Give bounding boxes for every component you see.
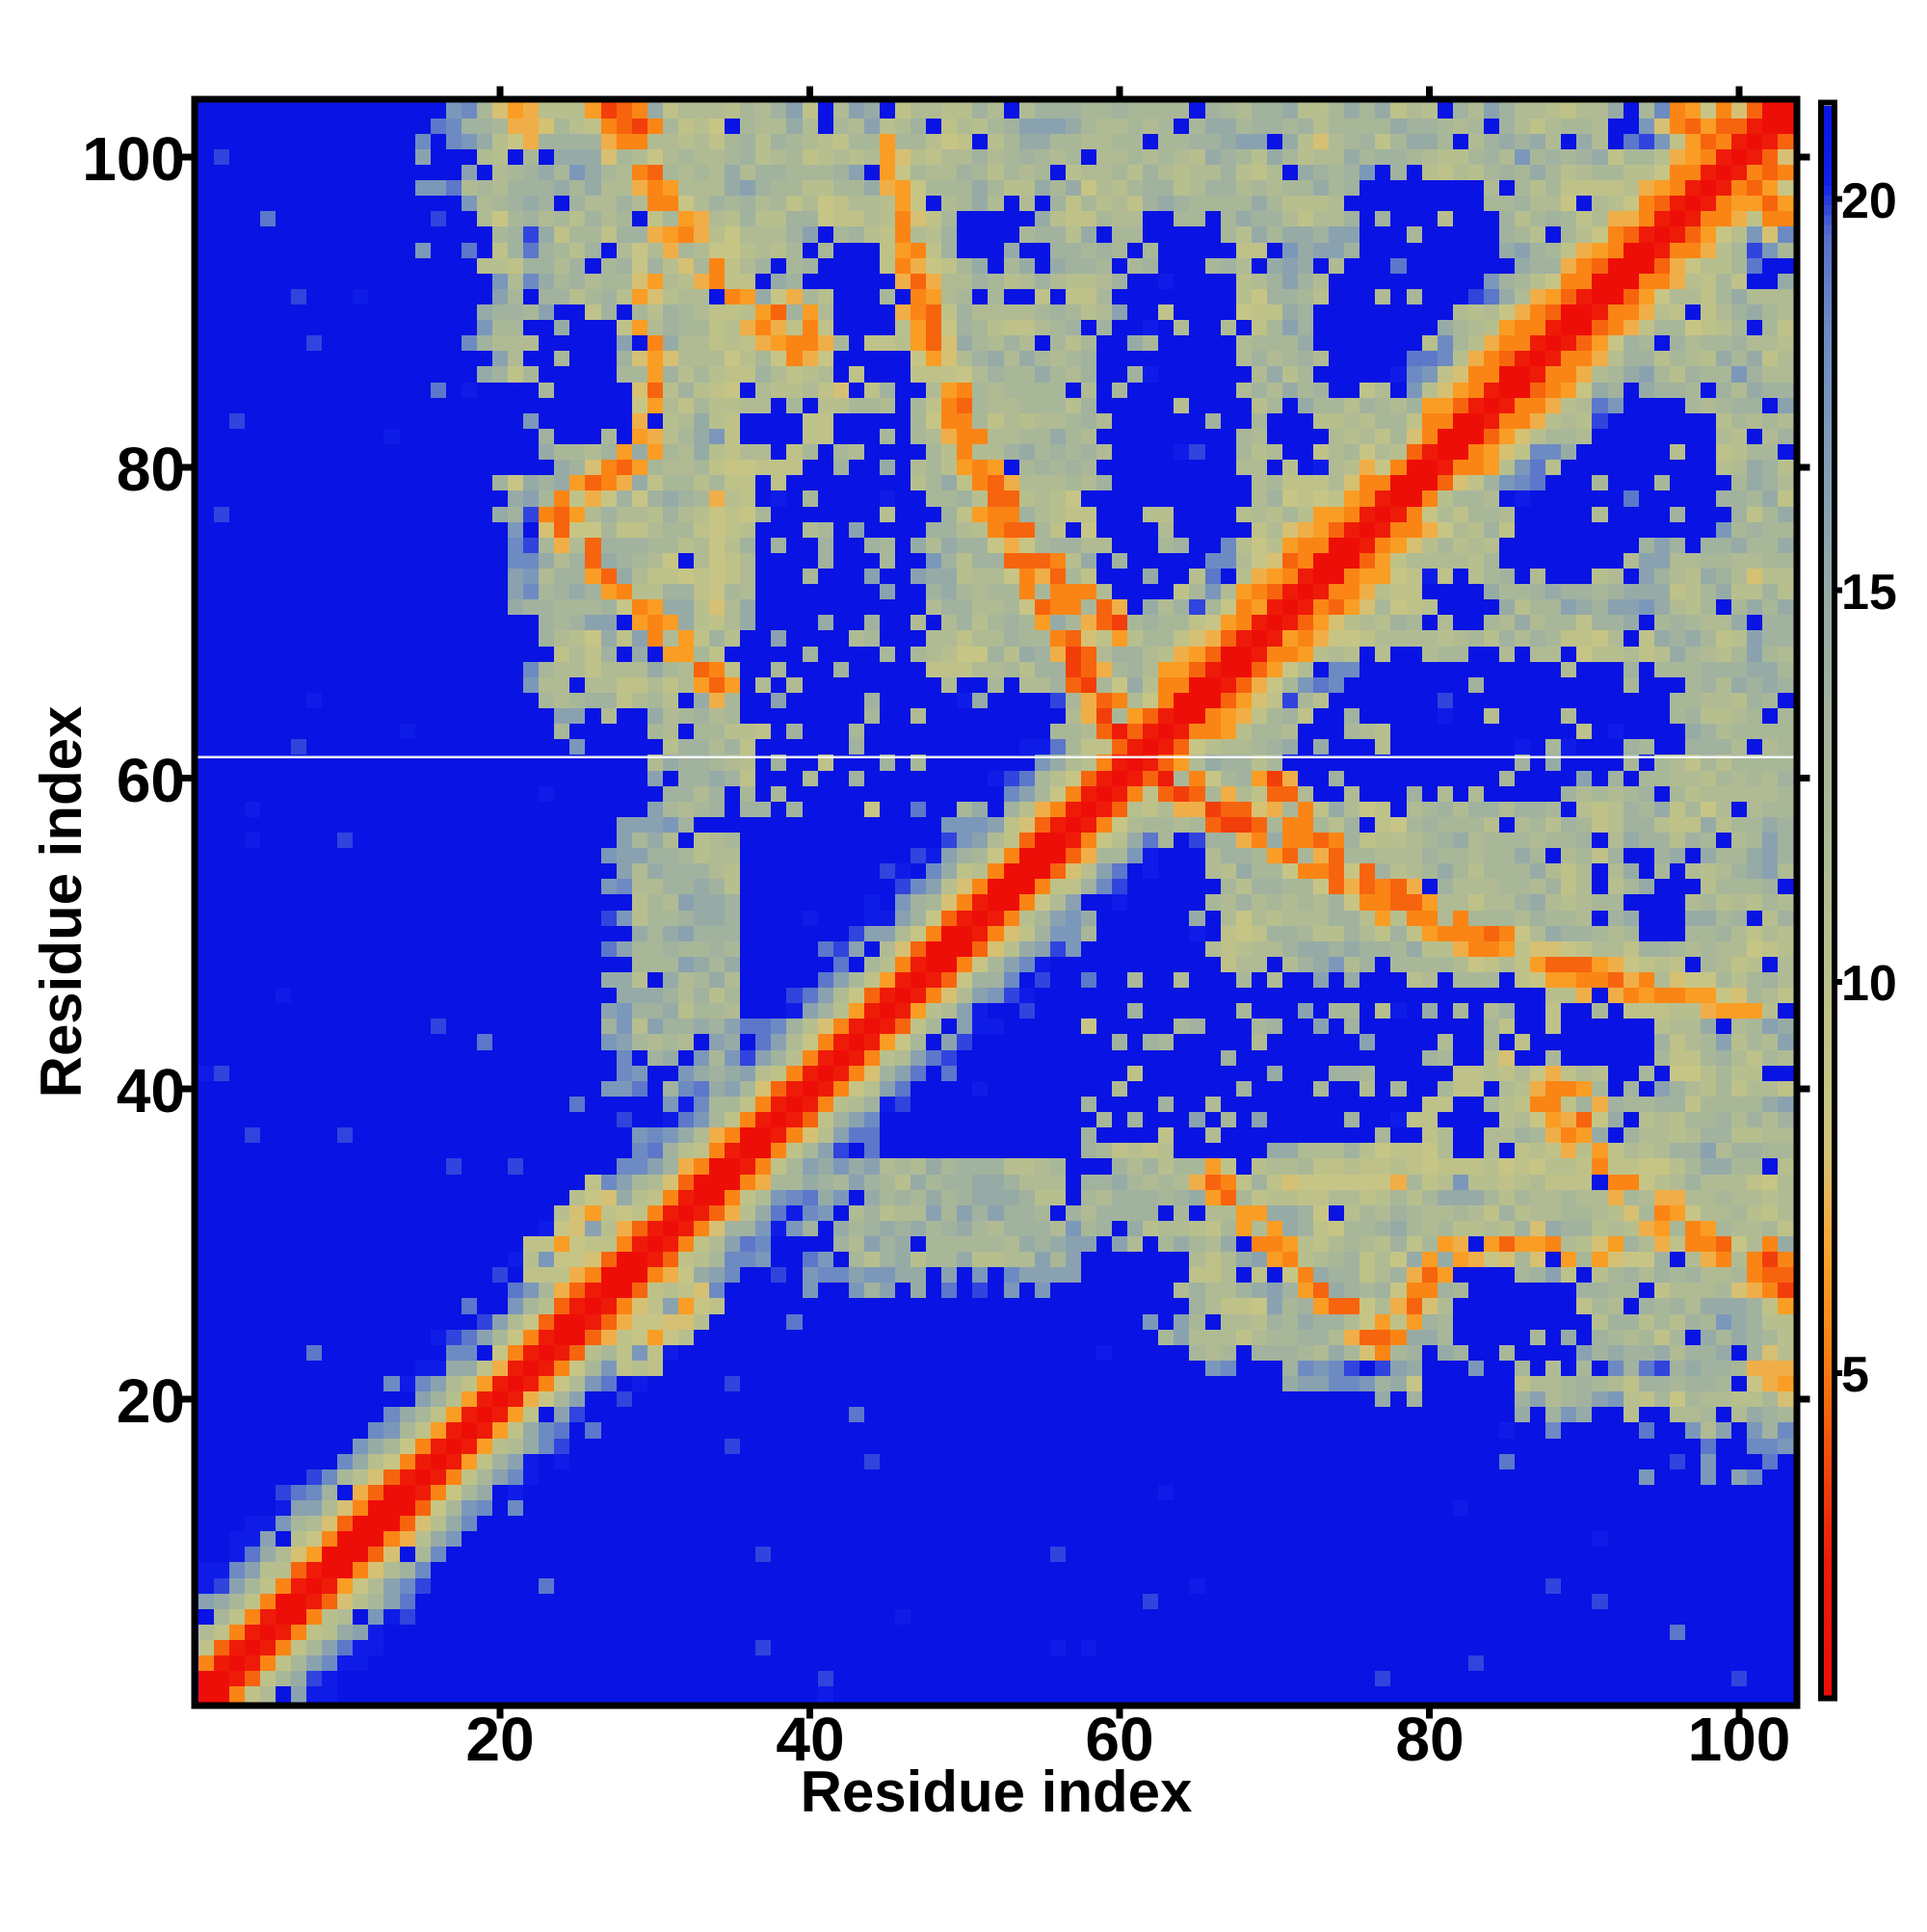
svg-text:100: 100 [1688,1705,1791,1774]
svg-text:20: 20 [465,1705,534,1774]
svg-text:60: 60 [117,746,185,815]
svg-text:40: 40 [776,1705,844,1774]
svg-text:40: 40 [117,1056,185,1125]
svg-text:15: 15 [1841,565,1897,621]
svg-text:20: 20 [1841,173,1897,229]
svg-text:60: 60 [1085,1705,1153,1774]
svg-text:100: 100 [82,124,185,194]
svg-text:5: 5 [1841,1347,1869,1403]
svg-text:20: 20 [117,1366,185,1436]
svg-text:80: 80 [117,435,185,504]
svg-text:80: 80 [1395,1705,1464,1774]
svg-text:Residue index: Residue index [29,706,93,1098]
svg-text:Residue index: Residue index [801,1760,1193,1824]
svg-text:10: 10 [1841,956,1897,1012]
